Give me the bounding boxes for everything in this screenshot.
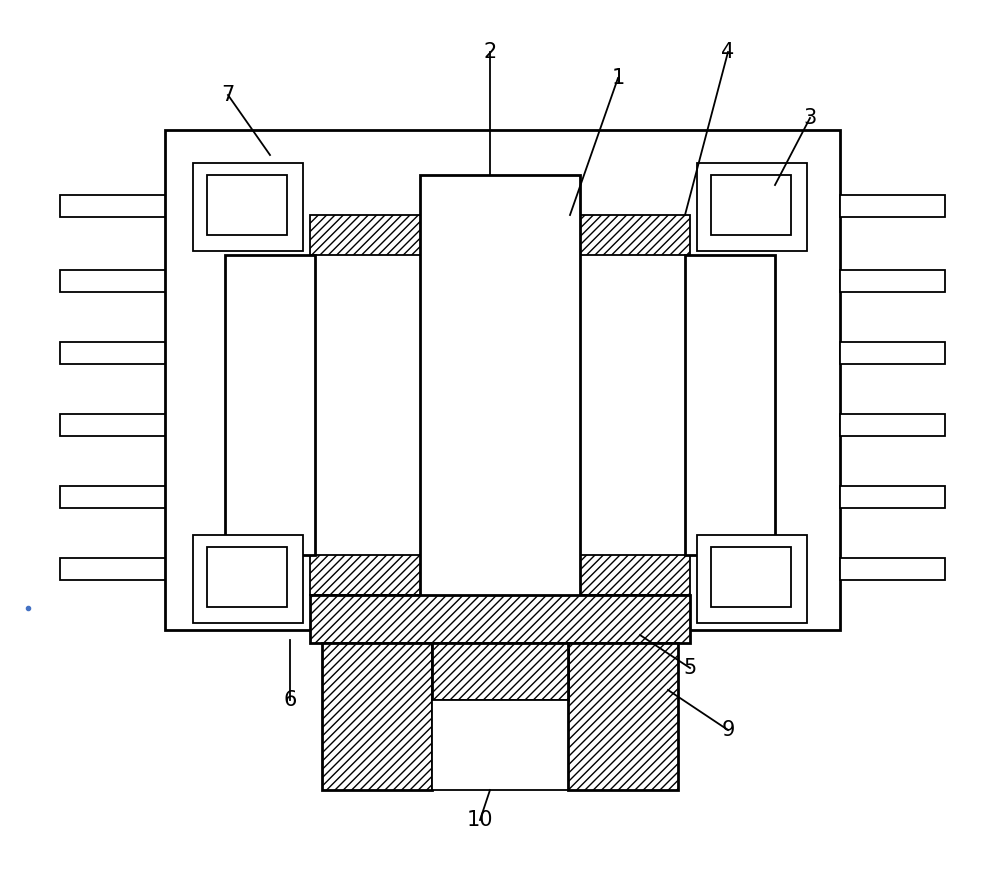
Bar bbox=[685, 255, 775, 555]
Text: 7: 7 bbox=[221, 85, 235, 105]
Bar bbox=[711, 175, 791, 235]
Bar bbox=[60, 486, 165, 508]
Bar bbox=[225, 255, 315, 555]
Bar bbox=[840, 558, 945, 580]
Text: 3: 3 bbox=[803, 108, 817, 128]
Text: 5: 5 bbox=[683, 658, 697, 678]
Bar bbox=[840, 486, 945, 508]
Text: 6: 6 bbox=[283, 690, 297, 710]
Text: 4: 4 bbox=[721, 42, 735, 62]
Bar bbox=[60, 414, 165, 436]
Bar bbox=[193, 535, 303, 623]
Bar bbox=[310, 595, 690, 643]
Bar bbox=[840, 414, 945, 436]
Text: 9: 9 bbox=[721, 720, 735, 740]
Text: 1: 1 bbox=[611, 68, 625, 88]
Bar bbox=[697, 163, 807, 251]
Bar bbox=[568, 643, 678, 790]
Bar bbox=[840, 195, 945, 217]
Bar bbox=[840, 342, 945, 364]
Bar bbox=[697, 535, 807, 623]
Bar bbox=[60, 270, 165, 292]
Text: 2: 2 bbox=[483, 42, 497, 62]
Bar bbox=[310, 555, 430, 595]
Bar bbox=[207, 175, 287, 235]
Bar bbox=[711, 547, 791, 607]
Bar bbox=[570, 555, 690, 595]
Bar bbox=[322, 643, 432, 790]
Bar bbox=[60, 195, 165, 217]
Bar bbox=[60, 558, 165, 580]
Bar bbox=[207, 547, 287, 607]
Bar bbox=[420, 175, 580, 620]
Bar bbox=[840, 270, 945, 292]
Bar bbox=[60, 342, 165, 364]
Bar bbox=[165, 130, 840, 630]
Bar bbox=[193, 163, 303, 251]
Bar bbox=[432, 643, 568, 700]
Bar bbox=[570, 215, 690, 255]
Text: 10: 10 bbox=[467, 810, 493, 830]
Bar bbox=[432, 700, 568, 790]
Bar bbox=[310, 215, 430, 255]
